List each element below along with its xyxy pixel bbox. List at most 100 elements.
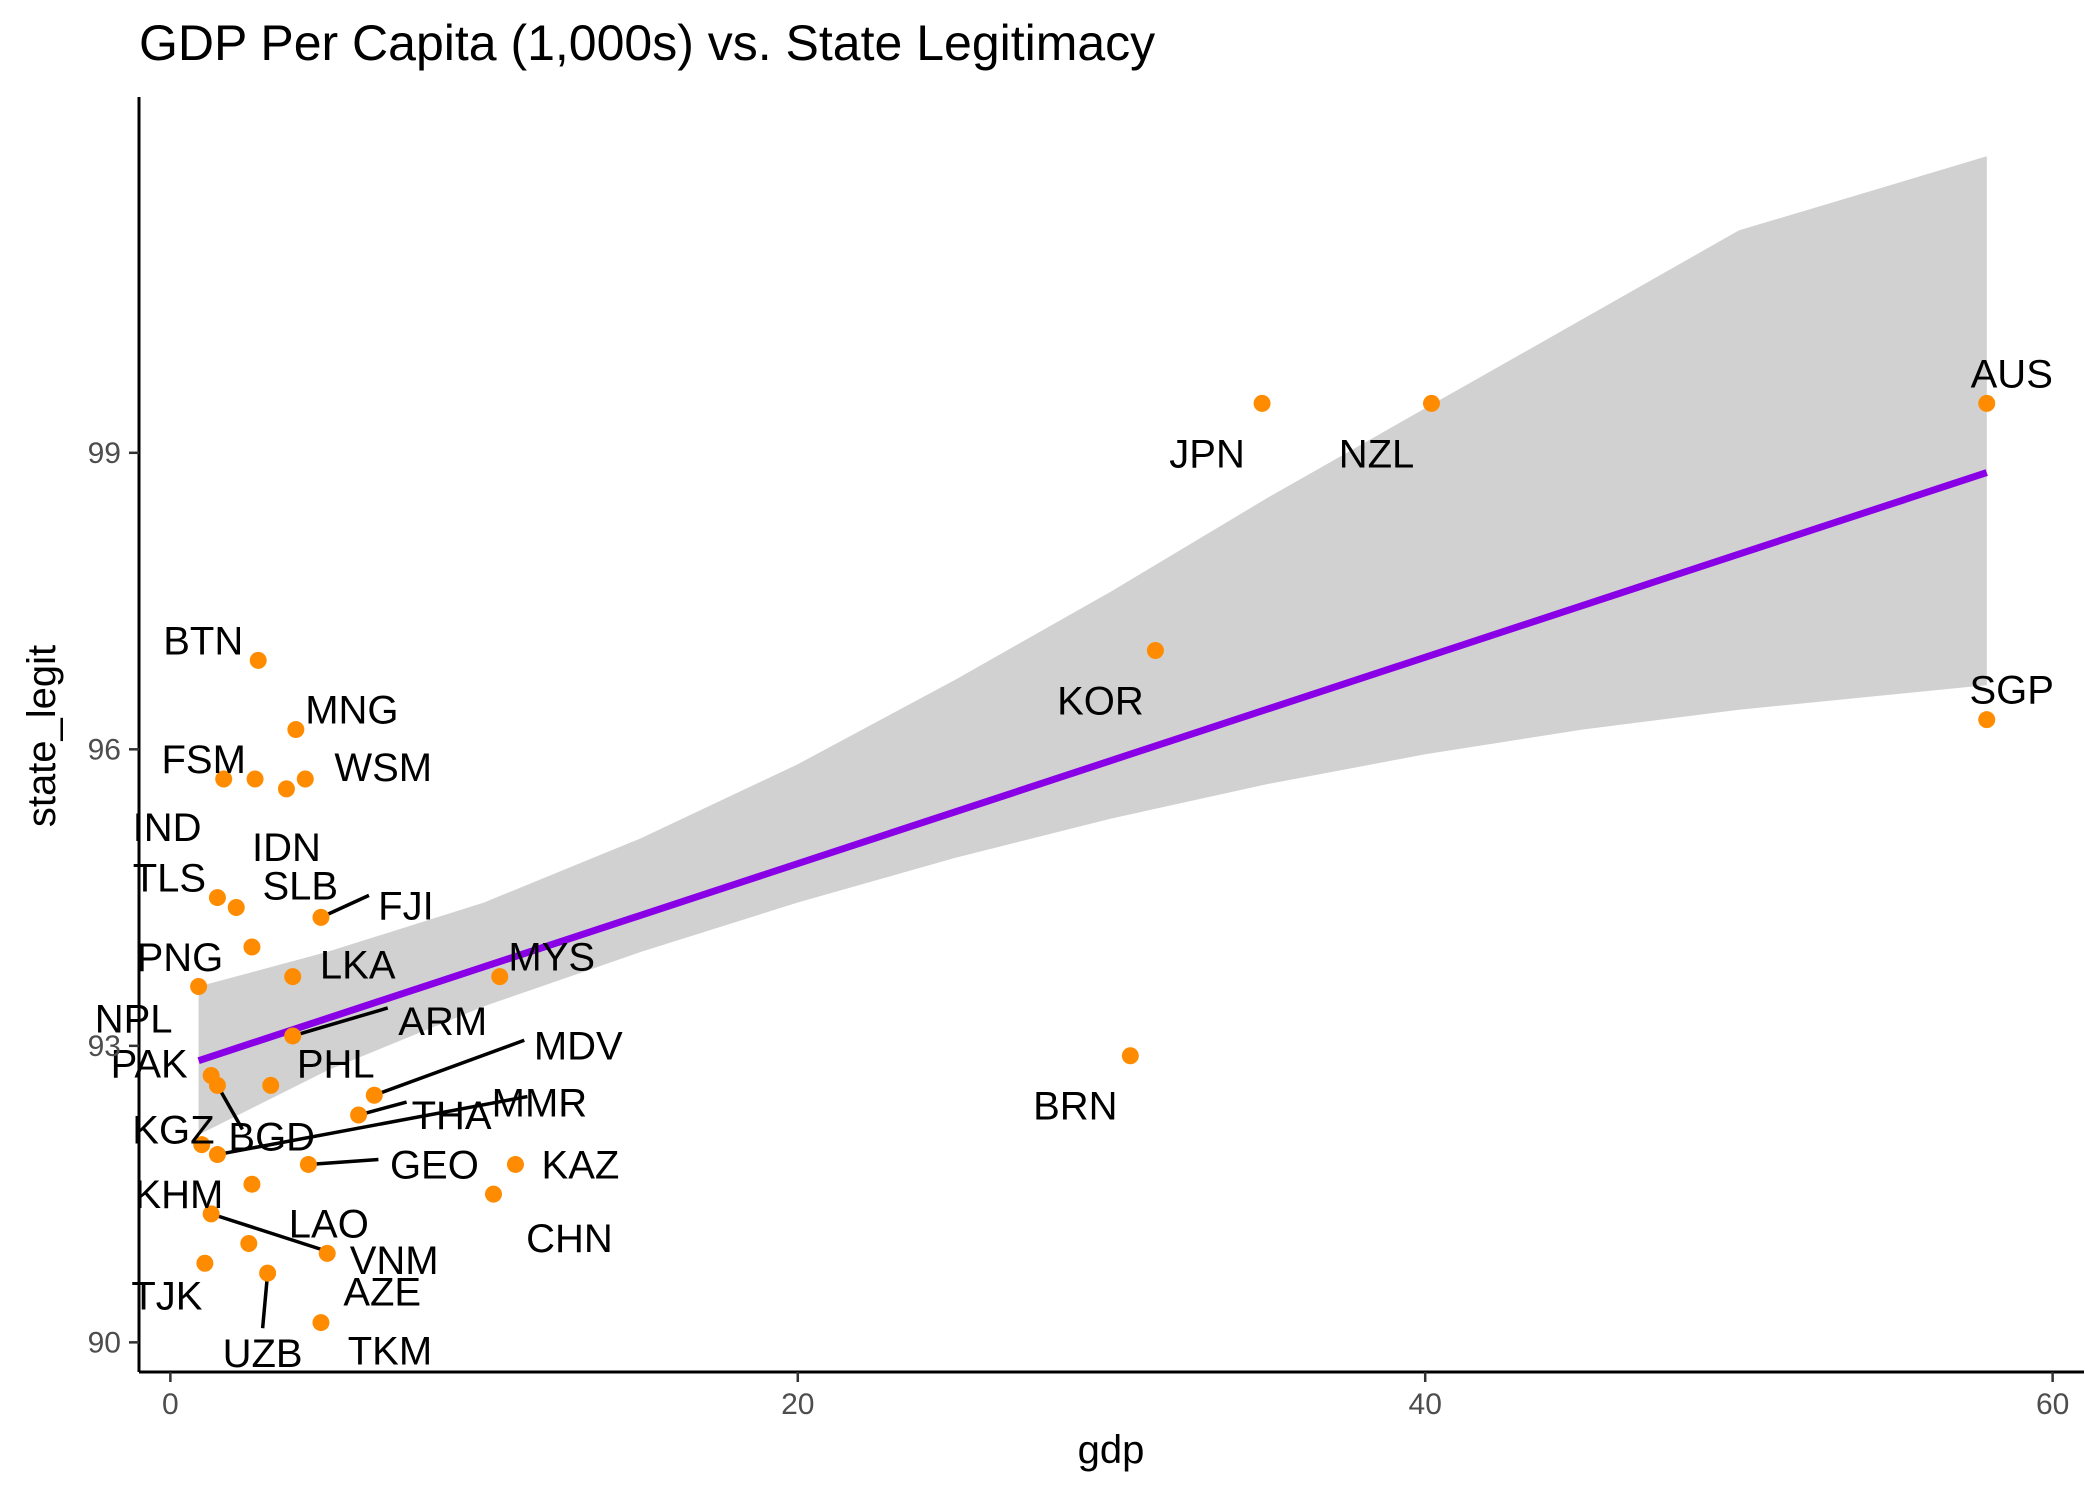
point-label-mys: MYS <box>508 936 595 980</box>
point-label-brn: BRN <box>1033 1085 1117 1129</box>
data-point-lka <box>284 968 302 986</box>
data-point-kor <box>1146 641 1164 659</box>
data-point-jpn <box>1253 394 1271 412</box>
point-label-tjk: TJK <box>131 1274 202 1318</box>
confidence-band-layer <box>198 156 1987 1135</box>
data-point-png <box>243 938 261 956</box>
data-point-aus <box>1978 394 1996 412</box>
leader-line-mdv <box>373 1038 525 1097</box>
x-tick-label-0: 0 <box>162 1388 179 1421</box>
point-label-tkm: TKM <box>348 1330 432 1374</box>
point-label-kor: KOR <box>1057 679 1144 723</box>
point-label-tha: THA <box>412 1094 492 1138</box>
point-label-mng: MNG <box>305 689 398 733</box>
data-point-tls <box>208 889 226 907</box>
data-point-slb <box>227 898 245 916</box>
point-label-geo: GEO <box>390 1143 479 1187</box>
data-point-chn <box>484 1185 502 1203</box>
point-label-btn: BTN <box>163 619 243 663</box>
point-label-khm: KHM <box>134 1173 223 1217</box>
point-label-aus: AUS <box>1971 352 2053 396</box>
point-label-sgp: SGP <box>1970 669 2054 713</box>
data-point-npl <box>190 978 208 996</box>
data-point-aze <box>318 1244 336 1262</box>
data-point-kgz <box>208 1076 226 1094</box>
data-point-ind <box>246 770 264 788</box>
data-point-khm <box>243 1175 261 1193</box>
ticks-layer: 0 20 40 60 90 93 96 99 <box>88 437 2070 1421</box>
data-point-arm <box>284 1027 302 1045</box>
leader-line-uzb <box>260 1273 270 1329</box>
leader-line-arm <box>292 1006 389 1038</box>
point-label-nzl: NZL <box>1339 432 1415 476</box>
points-layer <box>190 394 1996 1332</box>
data-point-bgd <box>193 1136 211 1154</box>
point-label-jpn: JPN <box>1169 432 1245 476</box>
point-label-chn: CHN <box>526 1217 613 1261</box>
point-label-mdv: MDV <box>534 1024 623 1068</box>
data-point-mng <box>287 721 305 739</box>
data-point-sgp <box>1978 711 1996 729</box>
data-point-wsm <box>296 770 314 788</box>
point-label-kaz: KAZ <box>542 1143 620 1187</box>
point-label-pak: PAK <box>111 1042 188 1086</box>
data-point-tkm <box>312 1314 330 1332</box>
point-label-fsm: FSM <box>161 738 245 782</box>
point-label-aze: AZE <box>343 1270 421 1314</box>
data-point-fji <box>312 908 330 926</box>
point-label-ind: IND <box>133 806 202 850</box>
y-tick-label-99: 99 <box>88 437 121 470</box>
point-label-slb: SLB <box>262 864 338 908</box>
axes-layer <box>137 97 2084 1374</box>
leader-line-fji <box>320 893 370 919</box>
fit-line-layer <box>197 469 1988 1064</box>
point-label-arm: ARM <box>398 1000 487 1044</box>
point-label-phl: PHL <box>297 1042 375 1086</box>
x-tick-label-60: 60 <box>2036 1388 2069 1421</box>
point-label-fji: FJI <box>378 884 434 928</box>
leader-line-geo <box>308 1157 379 1167</box>
leader-line-vnm <box>210 1212 336 1256</box>
point-label-tls: TLS <box>133 857 206 901</box>
data-point-idn <box>277 780 295 798</box>
point-label-uzb: UZB <box>223 1332 303 1376</box>
data-point-brn <box>1121 1047 1139 1065</box>
data-point-btn <box>249 651 267 669</box>
x-axis-title: gdp <box>1078 1428 1145 1472</box>
data-point-mdv <box>365 1086 383 1104</box>
point-label-wsm: WSM <box>334 746 432 790</box>
y-axis-title: state_legit <box>20 645 64 827</box>
y-tick-label-96: 96 <box>88 733 121 766</box>
data-point-kaz <box>506 1155 524 1173</box>
point-label-png: PNG <box>137 936 224 980</box>
point-label-vnm: VNM <box>350 1239 439 1283</box>
data-point-lao <box>240 1235 258 1253</box>
point-label-idn: IDN <box>252 826 321 870</box>
chart-title: GDP Per Capita (1,000s) vs. State Legiti… <box>139 15 1155 71</box>
regression-line <box>197 469 1988 1064</box>
y-tick-label-90: 90 <box>88 1326 121 1359</box>
data-point-mys <box>491 968 509 986</box>
data-point-uzb <box>259 1264 277 1282</box>
point-label-lka: LKA <box>320 944 396 988</box>
data-point-geo <box>299 1155 317 1173</box>
data-point-fsm <box>215 770 233 788</box>
point-label-kgz: KGZ <box>132 1108 214 1152</box>
point-label-bgd: BGD <box>228 1116 315 1160</box>
x-tick-label-20: 20 <box>781 1388 814 1421</box>
data-point-vnm <box>202 1205 220 1223</box>
x-tick-label-40: 40 <box>1409 1388 1442 1421</box>
data-point-phl <box>262 1076 280 1094</box>
data-point-nzl <box>1422 394 1440 412</box>
leader-line-mmr <box>217 1094 528 1157</box>
data-point-tjk <box>196 1254 214 1272</box>
data-point-mmr <box>208 1146 226 1164</box>
data-point-tha <box>350 1106 368 1124</box>
point-label-npl: NPL <box>95 998 173 1042</box>
point-label-mmr: MMR <box>492 1082 588 1126</box>
y-tick-label-93: 93 <box>88 1030 121 1063</box>
confidence-band <box>198 156 1987 1135</box>
point-label-lao: LAO <box>289 1203 369 1247</box>
point-labels-layer: AUS NZL JPN SGP KOR BRN BTN MNG FSM WSM IND IDN TLS S… <box>95 352 2054 1376</box>
